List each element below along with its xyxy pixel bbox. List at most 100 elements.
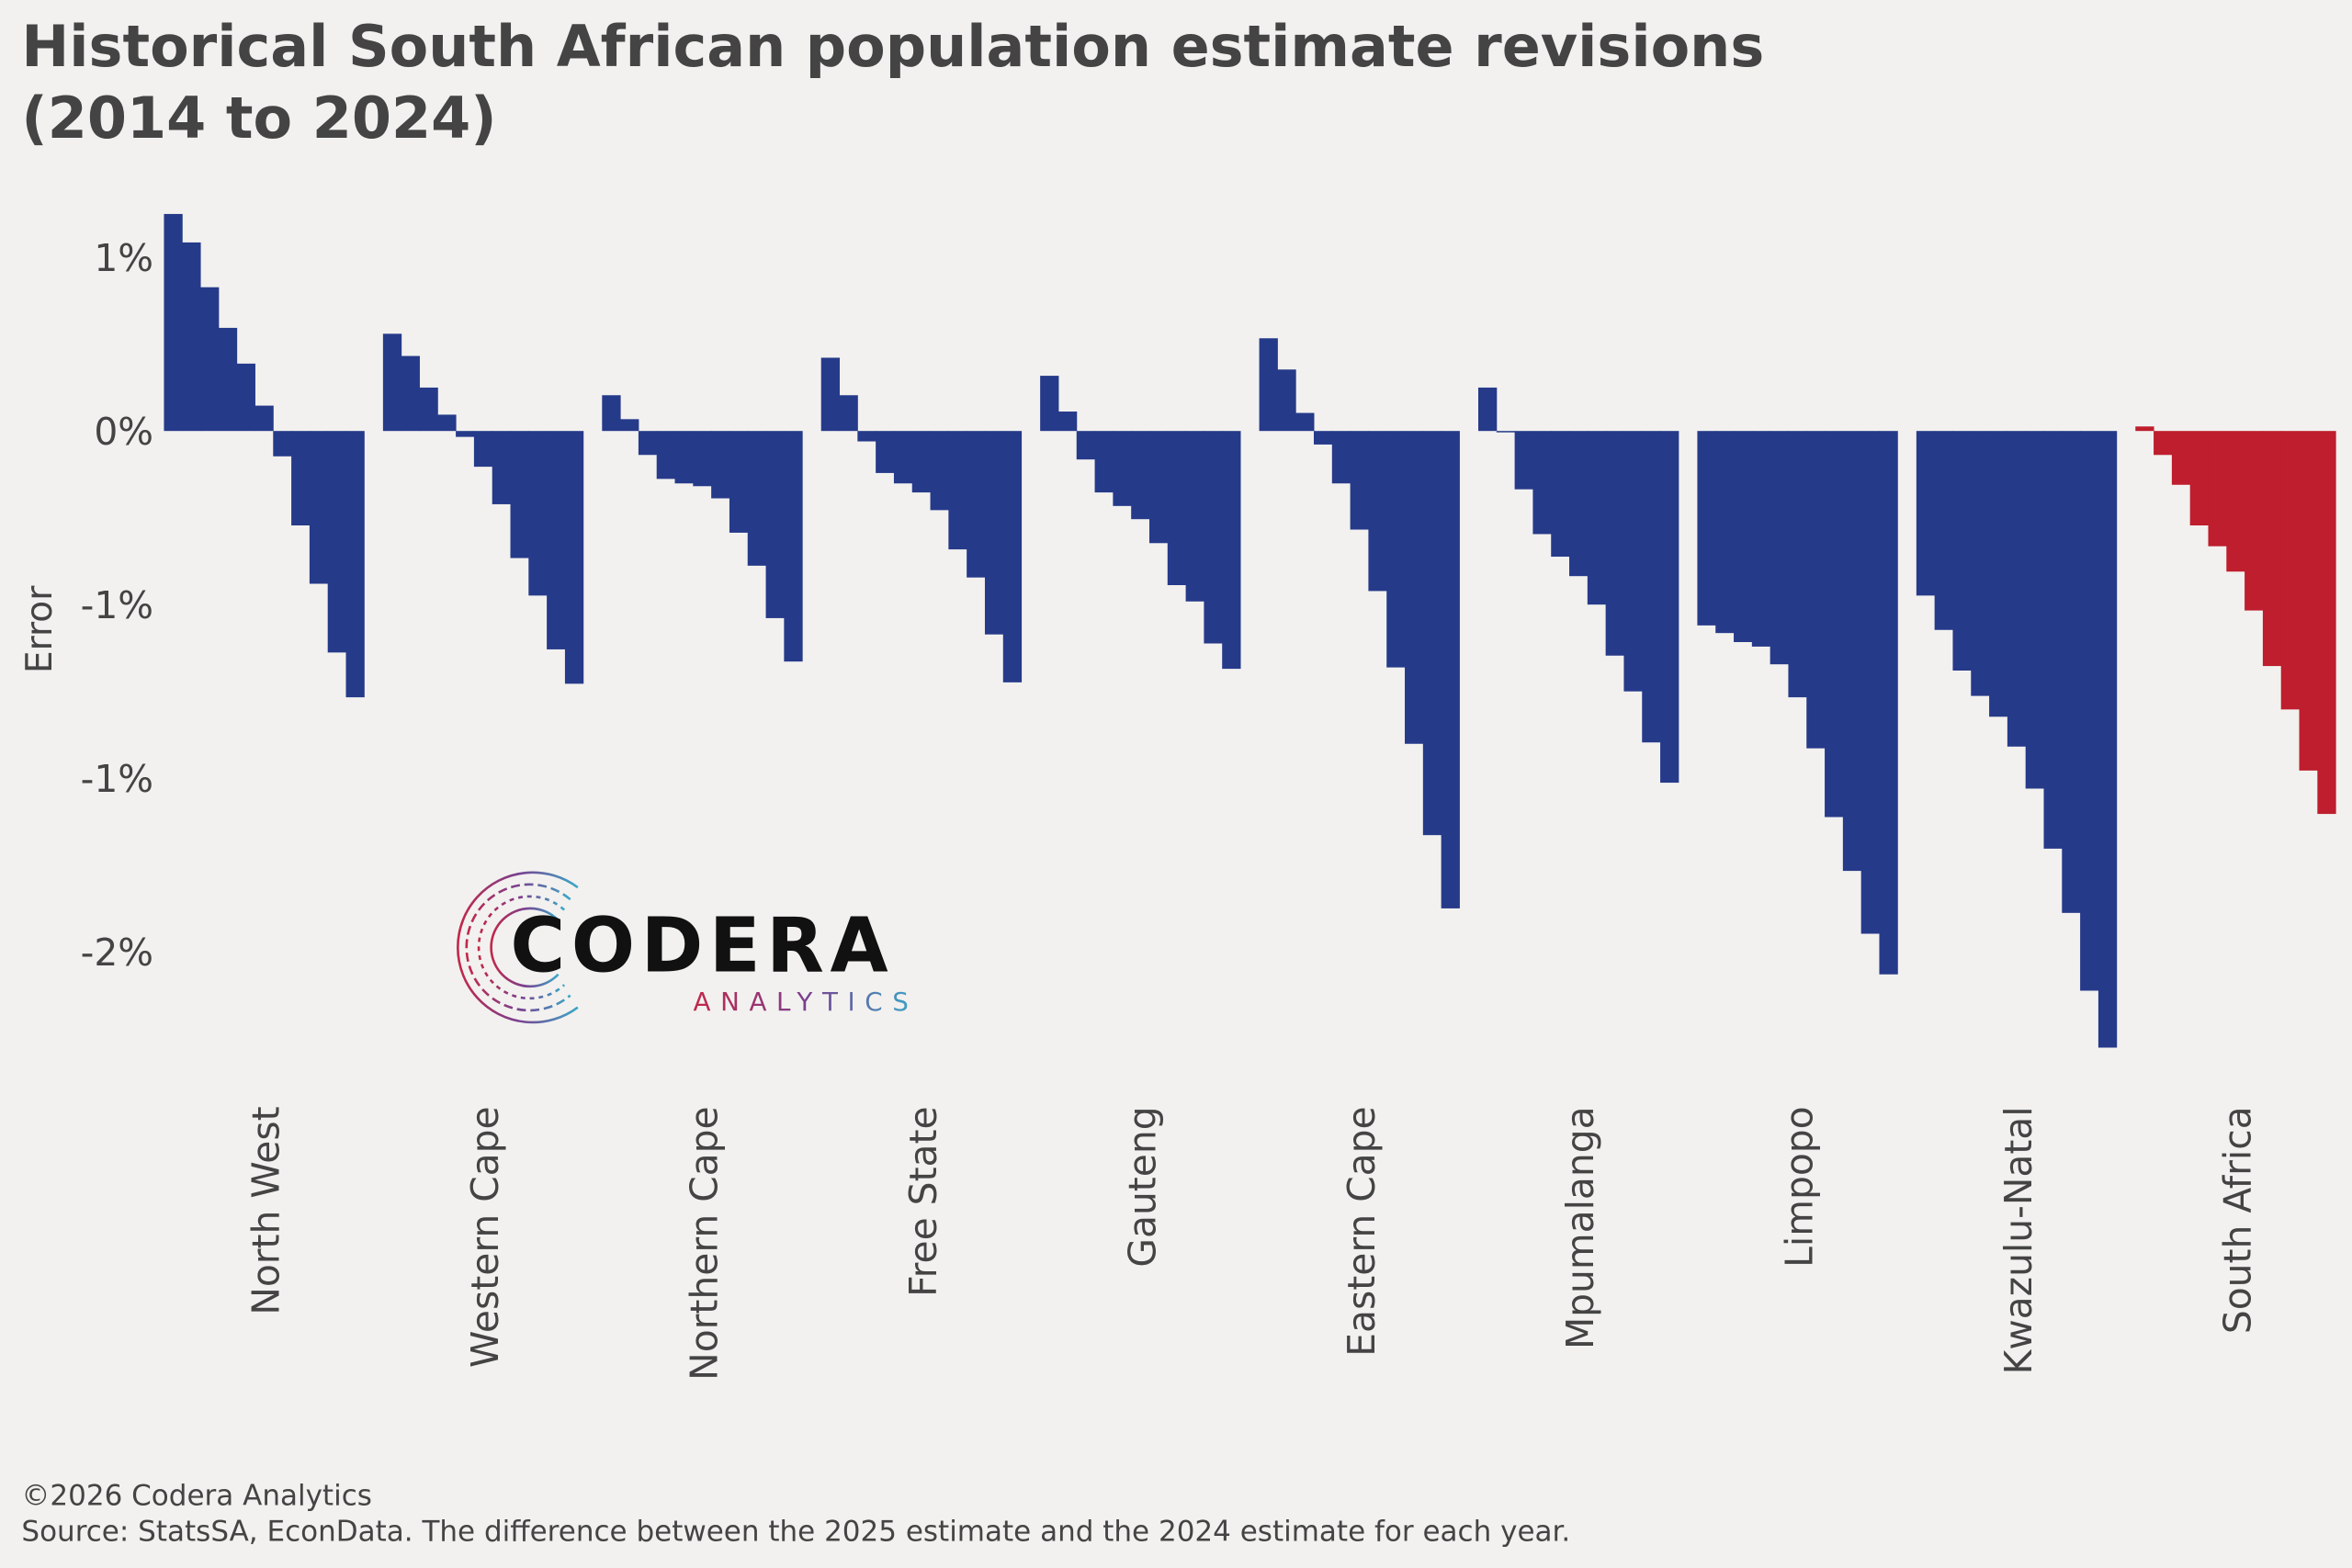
- bar: [2226, 431, 2245, 572]
- source-note: Source: StatsSA, EconData. The differenc…: [21, 1516, 1570, 1549]
- bar: [1148, 431, 1169, 544]
- bar: [164, 213, 183, 432]
- bar: [1605, 431, 1624, 656]
- bar: [1405, 431, 1424, 744]
- bar: [273, 431, 292, 457]
- bar: [236, 363, 255, 432]
- y-tick-label: 0%: [94, 410, 153, 454]
- bar: [1350, 431, 1369, 530]
- bar: [1971, 431, 1990, 696]
- bar: [2007, 431, 2027, 747]
- x-tick-label: Western Cape: [463, 1106, 507, 1368]
- bar: [967, 431, 986, 578]
- bar: [2043, 431, 2063, 849]
- bar: [2154, 431, 2173, 456]
- bar: [1167, 431, 1187, 586]
- x-tick-label: Eastern Cape: [1340, 1106, 1384, 1356]
- bar: [876, 431, 895, 473]
- bar: [1806, 431, 1826, 749]
- bar: [729, 431, 749, 533]
- bar: [1934, 431, 1953, 630]
- bar: [309, 431, 329, 584]
- bar: [839, 395, 858, 432]
- bar: [2245, 431, 2264, 611]
- logo-mark: [457, 871, 579, 1024]
- bar: [1770, 431, 1789, 665]
- bar: [1551, 431, 1570, 558]
- bar: [547, 431, 566, 649]
- bar: [1441, 431, 1460, 908]
- bar: [1569, 431, 1589, 577]
- bar: [747, 431, 767, 566]
- bar: [1222, 431, 1241, 670]
- bar: [2208, 431, 2227, 547]
- bar: [620, 419, 639, 432]
- copyright: ©2026 Codera Analytics: [21, 1479, 371, 1512]
- bar: [711, 431, 730, 499]
- chart-title: (2014 to 2024): [21, 85, 496, 152]
- bar: [1477, 387, 1498, 432]
- bar: [984, 431, 1004, 635]
- bar: [1660, 431, 1679, 784]
- bar: [820, 357, 841, 432]
- bar: [1259, 338, 1278, 432]
- bar: [2171, 431, 2191, 485]
- bar: [2080, 431, 2099, 991]
- bar: [2262, 431, 2282, 667]
- logo-name: CODERA: [510, 902, 894, 989]
- bar: [1313, 431, 1333, 445]
- bar: [1751, 431, 1771, 647]
- bar: [911, 431, 932, 493]
- bar: [492, 431, 512, 504]
- bar: [382, 333, 402, 432]
- y-axis-label: Error: [19, 585, 61, 673]
- bar: [2098, 431, 2118, 1048]
- bar: [656, 431, 676, 479]
- y-tick-label: -1%: [81, 583, 153, 627]
- bar: [1879, 431, 1898, 975]
- bar: [401, 355, 420, 432]
- bar: [1697, 431, 1716, 626]
- bar: [1532, 431, 1552, 535]
- x-tick-label: Gauteng: [1120, 1106, 1164, 1267]
- bar: [1331, 431, 1351, 484]
- bar: [1825, 431, 1844, 818]
- bar: [1422, 431, 1442, 836]
- x-tick-label: Mpumalanga: [1558, 1106, 1602, 1349]
- bar: [182, 242, 201, 432]
- bar: [2317, 431, 2336, 815]
- bar: [291, 431, 311, 525]
- bar: [1386, 431, 1406, 668]
- bar: [1131, 431, 1150, 520]
- bar: [1368, 431, 1387, 592]
- bar: [765, 431, 785, 618]
- bar: [1185, 431, 1204, 602]
- bar: [473, 431, 493, 468]
- bar: [1842, 431, 1862, 872]
- bar: [1715, 431, 1735, 634]
- bar: [2025, 431, 2044, 789]
- x-tick-label: Kwazulu-Natal: [1996, 1106, 2041, 1374]
- bar: [930, 431, 949, 511]
- bar: [437, 414, 457, 432]
- bar: [2299, 431, 2318, 771]
- chart-title: Historical South African population esti…: [21, 13, 1764, 80]
- bar: [1204, 431, 1223, 644]
- bar: [1295, 412, 1315, 432]
- bar: [1002, 431, 1023, 682]
- bar: [1860, 431, 1880, 934]
- bar: [1040, 376, 1059, 432]
- y-tick-label: -2%: [81, 931, 153, 975]
- bar: [2280, 431, 2301, 710]
- bar: [2135, 426, 2154, 432]
- logo-tagline: ANALYTICS: [694, 987, 919, 1017]
- bar: [254, 405, 274, 432]
- bar: [638, 431, 658, 456]
- bar: [693, 431, 712, 487]
- bar: [1587, 431, 1607, 605]
- bar: [1094, 431, 1114, 493]
- x-tick-label: South Africa: [2216, 1106, 2260, 1334]
- bar: [564, 431, 584, 684]
